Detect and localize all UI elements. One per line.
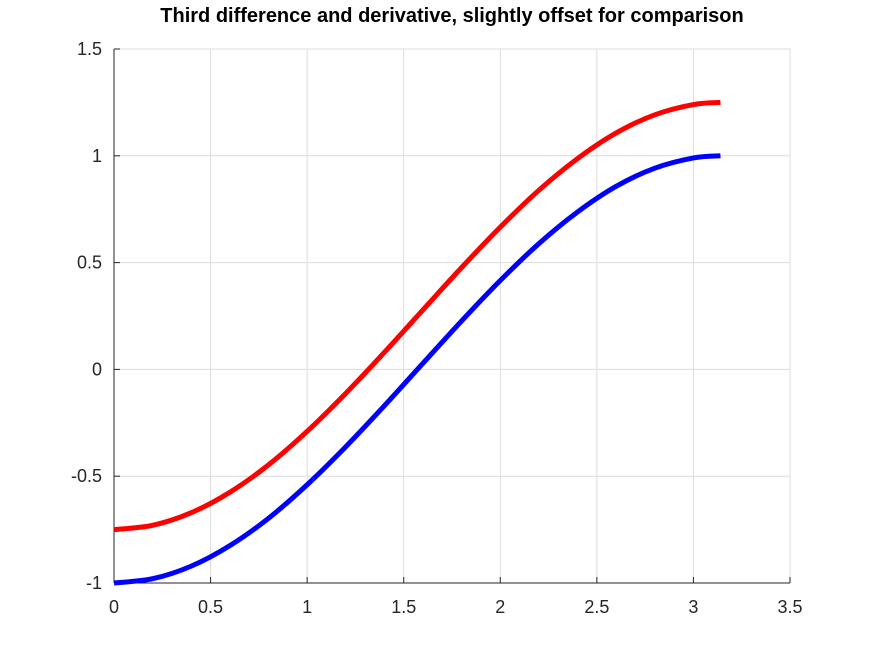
series-line-2 — [113, 99, 721, 533]
y-tick-label: 1 — [92, 146, 102, 166]
x-tick-label: 0.5 — [198, 597, 223, 617]
y-tick-label: -0.5 — [71, 466, 102, 486]
x-tick-label: 3 — [688, 597, 698, 617]
series-lines — [113, 99, 721, 586]
grid — [113, 48, 791, 584]
x-tick-label: 0 — [109, 597, 119, 617]
y-tick-label: 0 — [92, 359, 102, 379]
tick-labels: 0 0.5 1 1.5 2 2.5 3 3.5 -1 -0.5 0 0.5 1 1.5 — [71, 39, 803, 617]
series-line-1 — [113, 153, 721, 586]
x-tick-label: 1 — [302, 597, 312, 617]
x-tick-label: 2 — [495, 597, 505, 617]
y-tick-label: 1.5 — [77, 39, 102, 59]
y-tick-label: -1 — [86, 573, 102, 593]
x-tick-label: 1.5 — [391, 597, 416, 617]
y-tick-label: 0.5 — [77, 253, 102, 273]
x-tick-label: 3.5 — [777, 597, 802, 617]
x-tick-label: 2.5 — [584, 597, 609, 617]
chart-title: Third difference and derivative, slightl… — [160, 5, 743, 27]
